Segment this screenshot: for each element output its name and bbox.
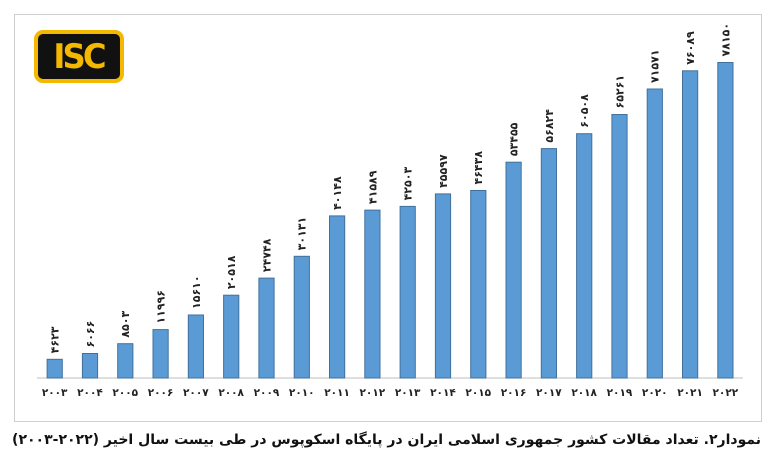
bar-2009 (258, 277, 275, 379)
value-label-2006: ۱۱۹۹۶ (155, 290, 168, 324)
value-label-2004: ۶۰۶۶ (84, 321, 97, 348)
bar-2020 (646, 88, 663, 379)
category-label-2020: ۲۰۲۰ (642, 387, 668, 399)
category-label-2015: ۲۰۱۵ (465, 387, 491, 399)
category-label-2017: ۲۰۱۷ (536, 387, 562, 399)
category-label-2011: ۲۰۱۱ (324, 387, 350, 399)
category-label-2022: ۲۰۲۲ (713, 387, 739, 399)
category-label-2005: ۲۰۰۵ (112, 387, 138, 399)
bar-chart: ۴۶۲۳ ۲۰۰۳ ۶۰۶۶ ۲۰۰۴ ۸۵۰۳ ۲۰۰۵ ۱۱۹۹۶ ۲۰۰۶ ۱۵۶۱۰ ۲۰… (37, 23, 743, 399)
isc-logo-text: ISC (53, 36, 107, 77)
bar-2018 (576, 133, 593, 379)
category-label-2006: ۲۰۰۶ (148, 387, 174, 399)
value-label-2019: ۶۵۲۶۱ (613, 75, 626, 109)
bar-2013 (399, 205, 416, 379)
bar-2022 (717, 62, 734, 379)
isc-logo-inner: ISC (38, 34, 120, 79)
isc-logo: ISC (34, 30, 124, 83)
value-label-2022: ۷۸۱۵۰ (719, 23, 732, 57)
bar-2012 (364, 209, 381, 379)
bar-2006 (152, 329, 169, 379)
value-label-2011: ۴۰۱۴۸ (331, 176, 344, 210)
value-label-2017: ۵۶۸۲۴ (543, 109, 556, 143)
value-label-2020: ۷۱۵۷۱ (649, 49, 662, 83)
category-label-2012: ۲۰۱۲ (360, 387, 386, 399)
value-label-2005: ۸۵۰۳ (119, 311, 132, 338)
value-label-2014: ۴۵۵۹۷ (437, 154, 450, 188)
category-label-2010: ۲۰۱۰ (289, 387, 315, 399)
bar-2005 (117, 343, 134, 379)
category-label-2014: ۲۰۱۴ (430, 387, 456, 399)
chart-area: ۴۶۲۳ ۲۰۰۳ ۶۰۶۶ ۲۰۰۴ ۸۵۰۳ ۲۰۰۵ ۱۱۹۹۶ ۲۰۰۶ ۱۵۶۱۰ ۲۰… (14, 14, 762, 422)
bar-2004 (81, 353, 99, 379)
bar-2003 (46, 358, 63, 379)
value-label-2007: ۱۵۶۱۰ (190, 275, 203, 309)
bar-2010 (293, 255, 310, 379)
category-label-2009: ۲۰۰۹ (254, 387, 280, 399)
category-label-2004: ۲۰۰۴ (77, 387, 103, 399)
value-label-2009: ۲۴۷۴۸ (260, 238, 273, 272)
bar-2014 (434, 193, 452, 379)
bar-2007 (187, 314, 205, 379)
bar-2008 (223, 294, 240, 379)
category-label-2008: ۲۰۰۸ (218, 387, 244, 399)
value-label-2021: ۷۶۰۸۹ (684, 31, 697, 65)
category-label-2003: ۲۰۰۳ (42, 387, 68, 399)
category-label-2016: ۲۰۱۶ (501, 387, 527, 399)
category-label-2021: ۲۰۲۱ (677, 387, 703, 399)
bar-2017 (540, 148, 557, 379)
bar-2015 (470, 190, 487, 379)
category-label-2019: ۲۰۱۹ (607, 387, 633, 399)
value-label-2008: ۲۰۵۱۸ (225, 255, 238, 289)
value-label-2015: ۴۶۴۳۸ (472, 151, 485, 185)
category-label-2007: ۲۰۰۷ (183, 387, 209, 399)
bar-2011 (329, 215, 346, 379)
value-label-2016: ۵۳۴۵۵ (508, 122, 521, 156)
value-label-2010: ۳۰۱۳۱ (296, 217, 309, 251)
category-label-2013: ۲۰۱۳ (395, 387, 421, 399)
bar-2016 (505, 161, 522, 379)
bar-2021 (682, 70, 699, 379)
value-label-2018: ۶۰۵۰۸ (578, 94, 591, 128)
category-label-2018: ۲۰۱۸ (571, 387, 597, 399)
chart-caption: نمودار۲. تعداد مقالات کشور جمهوری اسلامی… (12, 432, 761, 448)
bar-2019 (611, 114, 628, 379)
value-label-2003: ۴۶۲۳ (49, 326, 62, 353)
value-label-2012: ۴۱۵۸۹ (366, 170, 379, 204)
value-label-2013: ۴۲۵۰۳ (402, 167, 415, 201)
